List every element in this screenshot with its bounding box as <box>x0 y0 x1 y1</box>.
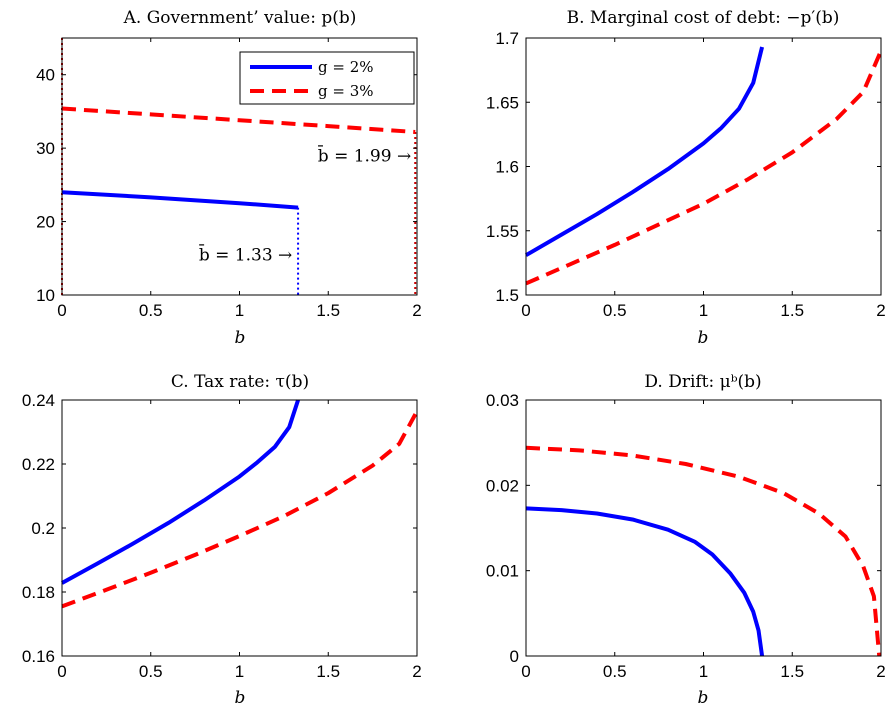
panel-c-ytick-label: 0.18 <box>22 583 55 602</box>
panel-b-ytick-label: 1.5 <box>495 286 519 305</box>
panel-b-xtick-label: 1.5 <box>780 301 804 320</box>
panel-c-ytick-label: 0.16 <box>22 647 55 666</box>
panel-b: B. Marginal cost of debt: −p′(b) 0 0.5 1 1.… <box>486 8 886 348</box>
panel-d-xlabel: b <box>698 688 709 708</box>
panel-b-xtick-label: 1 <box>699 301 708 320</box>
panel-a-xtick-label: 1.5 <box>316 301 340 320</box>
panel-c-xtick-label: 1.5 <box>316 662 340 681</box>
panel-a-xtick-label: 2 <box>412 301 421 320</box>
panel-d-ytick-label: 0.02 <box>486 476 519 495</box>
panel-b-title: B. Marginal cost of debt: −p′(b) <box>567 8 840 28</box>
legend: g = 2% g = 3% <box>239 51 415 105</box>
panel-c-xlabel: b <box>235 688 246 708</box>
panel-d-ytick-label: 0.01 <box>486 562 519 581</box>
panel-b-ytick-label: 1.7 <box>495 29 519 48</box>
panel-d-series-g2-line <box>525 506 765 657</box>
panel-c: C. Tax rate: τ(b) 0 0.5 1 1.5 2 0.16 0.18 0.2 0.… <box>22 372 422 708</box>
panel-d-ytick-label: 0.03 <box>486 391 519 410</box>
panel-d: D. Drift: μᵇ(b) 0 0.5 1 1.5 2 0 0.01 0.02 0.03 b <box>486 372 886 708</box>
panel-b-ytick-label: 1.55 <box>486 222 519 241</box>
panel-d-xtick-label: 1.5 <box>780 662 804 681</box>
panel-b-axes-frame <box>525 37 882 296</box>
panel-a-title: A. Government’ value: p(b) <box>123 8 357 28</box>
panel-d-xtick-label: 1 <box>699 662 708 681</box>
panel-c-xtick-label: 1 <box>235 662 244 681</box>
panel-a-ytick-label: 20 <box>36 213 55 232</box>
panel-b-xtick-label: 0.5 <box>603 301 627 320</box>
legend-box <box>239 51 415 105</box>
panel-c-xtick-label: 0 <box>57 662 66 681</box>
panel-c-ytick-label: 0.22 <box>22 455 55 474</box>
panel-d-xtick-label: 2 <box>876 662 885 681</box>
panel-d-ytick-label: 0 <box>510 647 519 666</box>
panel-a-xtick-label: 0 <box>57 301 66 320</box>
panel-a-annotation-2: b̄ = 1.99 → <box>318 144 411 167</box>
panel-a-ytick-label: 40 <box>36 66 55 85</box>
panel-a-series-g3-line <box>61 106 416 134</box>
panel-a-series-g2-line <box>61 190 299 210</box>
panel-c-title: C. Tax rate: τ(b) <box>171 372 309 392</box>
panel-a: A. Government’ value: p(b) b̄ = 1.33 → b̄… <box>36 8 422 348</box>
panel-b-ytick-label: 1.65 <box>486 93 519 112</box>
panel-a-ytick-label: 30 <box>36 139 55 158</box>
panel-b-series-g2-line <box>524 46 765 257</box>
panel-a-annotation-1: b̄ = 1.33 → <box>199 243 292 266</box>
panel-c-series-g2-line <box>61 399 300 585</box>
panel-a-xtick-label: 0.5 <box>139 301 163 320</box>
panel-a-xtick-label: 1 <box>235 301 244 320</box>
panel-c-xtick-label: 0.5 <box>139 662 163 681</box>
legend-label-g2: g = 2% <box>318 58 374 76</box>
panel-d-xtick-label: 0.5 <box>603 662 627 681</box>
panel-d-series-g3-line <box>525 445 882 657</box>
panel-c-ytick-label: 0.2 <box>31 519 55 538</box>
panel-c-ytick-label: 0.24 <box>22 391 55 410</box>
panel-d-axes-frame <box>525 399 882 657</box>
panel-c-axes-frame <box>61 399 418 657</box>
panel-b-xtick-label: 2 <box>876 301 885 320</box>
panel-a-xlabel: b <box>235 328 246 348</box>
panel-b-series-g3-line <box>525 50 883 286</box>
panel-d-title: D. Drift: μᵇ(b) <box>644 372 761 392</box>
panel-c-series-g3-line <box>61 410 419 609</box>
panel-b-xlabel: b <box>698 328 709 348</box>
panel-b-xtick-label: 0 <box>521 301 530 320</box>
panel-a-ytick-label: 10 <box>36 286 55 305</box>
panel-b-ytick-label: 1.6 <box>495 158 519 177</box>
panel-d-xtick-label: 0 <box>521 662 530 681</box>
legend-label-g3: g = 3% <box>318 82 374 100</box>
panel-c-xtick-label: 2 <box>412 662 421 681</box>
